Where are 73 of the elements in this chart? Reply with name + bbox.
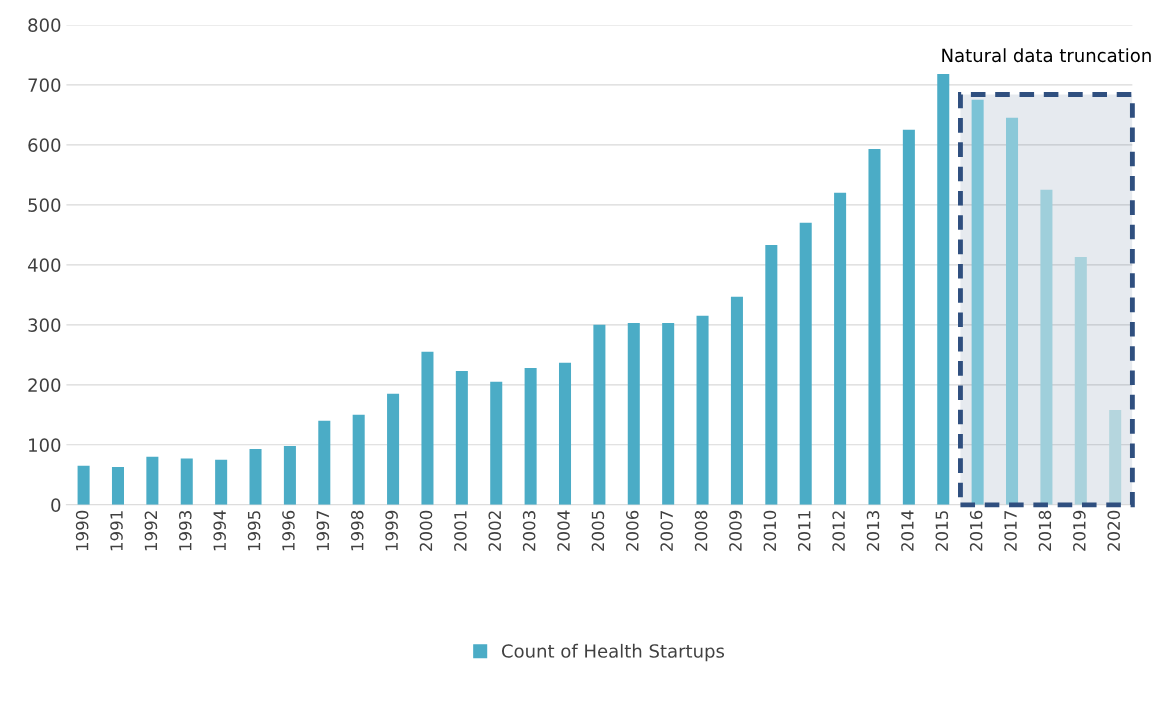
bar [1074,257,1087,505]
x-tick-label: 2011 [797,511,811,551]
band-label: Natural data truncation [942,48,1151,63]
x-tick-label: 2009 [729,510,742,551]
bar [318,420,331,505]
x-tick-label: 2006 [626,510,639,551]
bar [1006,117,1019,505]
x-tick-label: 2017 [1004,511,1017,551]
bar [696,315,709,505]
x-tick-label: 1994 [213,510,226,551]
x-tick-label: 2000 [419,510,433,551]
x-tick-label: 2016 [969,510,983,551]
x-tick-label: 1995 [247,511,261,551]
bar [868,149,881,505]
x-tick-label: 2020 [1107,510,1121,551]
x-tick-label: 2015 [935,511,949,551]
bar [490,381,503,505]
x-tick-label: 1998 [350,510,364,551]
y-tick-label: 800 [28,18,61,32]
bar [421,351,434,505]
x-tick-label: 2004 [557,510,570,551]
y-tick-label: 200 [28,378,61,392]
bar [1040,189,1053,505]
x-tick-label: 1992 [144,511,158,551]
x-tick-label: 2005 [591,511,605,551]
y-tick-label: 400 [27,258,61,272]
bar [730,296,743,505]
bar [111,467,124,505]
y-tick-label: 100 [29,438,61,452]
bar [455,371,468,505]
y-tick-label: 0 [51,498,61,512]
x-tick-label: 1993 [178,511,192,551]
x-tick-label: 2010 [763,510,777,551]
x-tick-label: 2018 [1038,510,1052,551]
bar [902,129,915,505]
bar [77,465,90,505]
bar [765,245,778,505]
bar [662,323,675,505]
bar [146,456,159,505]
x-tick-label: 1996 [282,510,295,551]
x-tick-label: 2014 [901,510,914,551]
y-tick-label: 700 [28,78,61,92]
bar [524,368,537,505]
x-tick-label: 1990 [75,510,89,551]
bar [937,74,950,505]
bar [558,362,572,505]
x-tick-label: 2012 [832,511,845,551]
y-tick-label: 500 [28,198,61,212]
x-tick-label: 2001 [454,511,467,551]
bar [971,99,984,505]
bar [180,458,193,505]
bar [352,414,365,505]
bar [834,192,847,505]
x-tick-label: 1997 [316,511,330,551]
x-tick-label: 1999 [385,510,398,551]
x-tick-label: 2003 [522,511,536,551]
bar [627,323,640,505]
legend-label: Count of Health Startups [501,643,725,662]
bar [387,393,400,505]
bar [283,446,296,505]
x-tick-label: 2008 [694,510,708,551]
bar [215,459,228,505]
bar [1109,410,1122,505]
y-tick-label: 600 [28,138,61,152]
bar [249,449,262,505]
y-tick-label: 300 [28,318,61,332]
x-tick-label: 2002 [488,511,502,551]
x-tick-label: 1991 [110,511,123,551]
bar [799,222,812,505]
x-tick-label: 2019 [1073,510,1086,551]
x-tick-label: 2007 [660,511,673,551]
x-tick-label: 2013 [866,511,880,551]
bar [593,324,606,505]
